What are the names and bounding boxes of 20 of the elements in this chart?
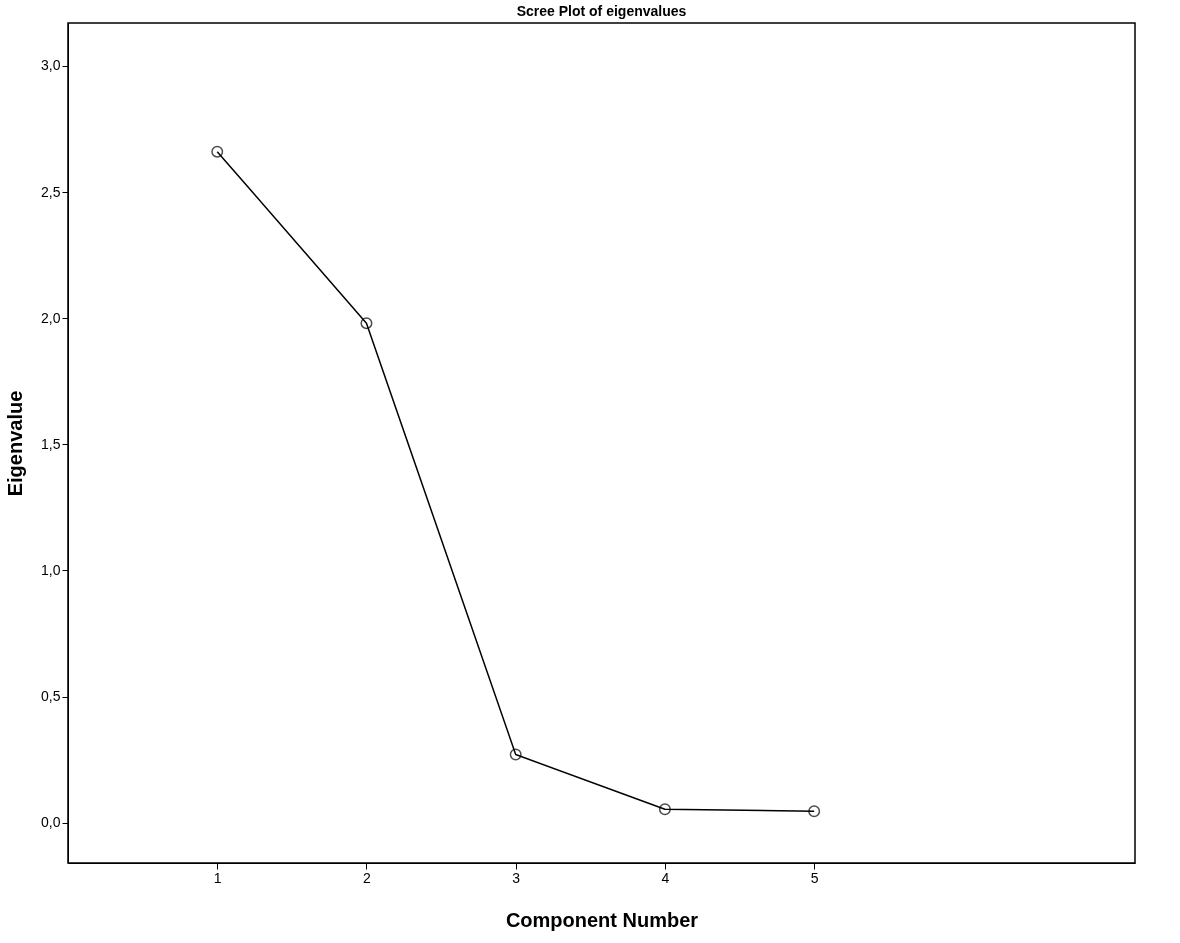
x-tick-label: 1 — [213, 869, 222, 886]
y-tick-label: 2,5 — [41, 183, 61, 200]
point — [360, 317, 373, 330]
x-tick-label: 4 — [661, 869, 670, 886]
chart-title: Scree Plot of eigenvalues — [516, 3, 687, 19]
point — [509, 748, 522, 761]
y-tick-label: 1,0 — [41, 561, 61, 578]
y-tick-label: 0,5 — [41, 688, 61, 705]
y-tick-label: 1,5 — [41, 435, 61, 452]
x-tick-label: 5 — [810, 869, 819, 886]
y-tick-label: 3,0 — [41, 57, 61, 74]
x-tick-label: 2 — [363, 869, 372, 886]
x-tick-label: 3 — [512, 869, 521, 886]
point — [211, 145, 224, 158]
y-tick-label: 0,0 — [41, 814, 61, 831]
x-axis-title: Component Number — [505, 908, 699, 931]
y-axis-title: Eigenvalue — [4, 390, 27, 497]
point — [808, 805, 821, 818]
y-tick-label: 2,0 — [41, 309, 61, 326]
point — [658, 803, 671, 816]
